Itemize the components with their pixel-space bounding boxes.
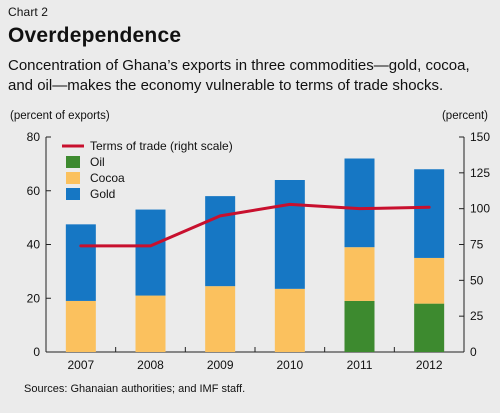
legend: Terms of trade (right scale) Oil Cocoa Gold bbox=[62, 139, 233, 201]
chart-title: Overdependence bbox=[8, 24, 182, 47]
right-axis-tick-label: 0 bbox=[470, 345, 477, 359]
left-axis-tick-label: 80 bbox=[27, 130, 41, 144]
legend-swatch-gold bbox=[66, 188, 80, 200]
left-axis-unit: (percent of exports) bbox=[10, 110, 110, 122]
terms-of-trade-line-group bbox=[79, 202, 431, 248]
bar-oil-2012 bbox=[414, 303, 445, 352]
bar-gold-2011 bbox=[344, 158, 375, 248]
right-axis-tick-label: 150 bbox=[470, 130, 490, 144]
left-axis-tick-label: 40 bbox=[27, 238, 41, 252]
chart-subtitle: Concentration of Ghana’s exports in thre… bbox=[8, 57, 470, 94]
bars-group bbox=[65, 158, 445, 352]
bar-gold-2010 bbox=[274, 180, 305, 289]
left-axis-tick-label: 60 bbox=[27, 184, 41, 198]
chart-number: Chart 2 bbox=[8, 5, 49, 19]
x-axis-tick-label: 2008 bbox=[137, 358, 164, 372]
source-note: Sources: Ghanaian authorities; and IMF s… bbox=[24, 383, 246, 395]
bar-cocoa-2009 bbox=[205, 286, 236, 352]
right-axis-tick-label: 25 bbox=[470, 309, 484, 323]
terms-of-trade-line bbox=[79, 202, 431, 248]
x-axis-tick-label: 2009 bbox=[207, 358, 234, 372]
x-axis-tick-label: 2012 bbox=[416, 358, 443, 372]
legend-label: Oil bbox=[90, 155, 105, 169]
legend-swatch-oil bbox=[66, 156, 80, 168]
legend-label: Cocoa bbox=[90, 171, 125, 185]
bar-cocoa-2010 bbox=[274, 288, 305, 352]
axes-group: 0 20 40 60 80 0 25 50 75 100 125 150 2007 2008 2009 201… bbox=[27, 130, 491, 372]
left-axis-tick-label: 20 bbox=[27, 291, 41, 305]
bar-gold-2009 bbox=[205, 196, 236, 287]
bar-cocoa-2007 bbox=[65, 300, 96, 352]
right-axis-tick-label: 50 bbox=[470, 273, 484, 287]
right-axis-tick-label: 75 bbox=[470, 238, 484, 252]
bar-gold-2008 bbox=[135, 209, 166, 296]
x-axis-tick-label: 2007 bbox=[67, 358, 94, 372]
right-axis-unit: (percent) bbox=[441, 110, 488, 122]
bar-gold-2007 bbox=[65, 224, 96, 301]
legend-label: Gold bbox=[90, 187, 115, 201]
legend-label: Terms of trade (right scale) bbox=[90, 139, 233, 153]
right-axis-tick-label: 125 bbox=[470, 166, 490, 180]
bar-cocoa-2011 bbox=[344, 247, 375, 301]
x-axis-tick-label: 2010 bbox=[276, 358, 303, 372]
left-axis-tick-label: 0 bbox=[33, 345, 40, 359]
right-axis-tick-label: 100 bbox=[470, 202, 490, 216]
bar-cocoa-2012 bbox=[414, 257, 445, 304]
bar-gold-2012 bbox=[414, 169, 445, 258]
x-axis-tick-label: 2011 bbox=[347, 358, 373, 372]
legend-swatch-cocoa bbox=[66, 172, 80, 184]
bar-oil-2011 bbox=[344, 300, 375, 352]
bar-cocoa-2008 bbox=[135, 295, 166, 352]
